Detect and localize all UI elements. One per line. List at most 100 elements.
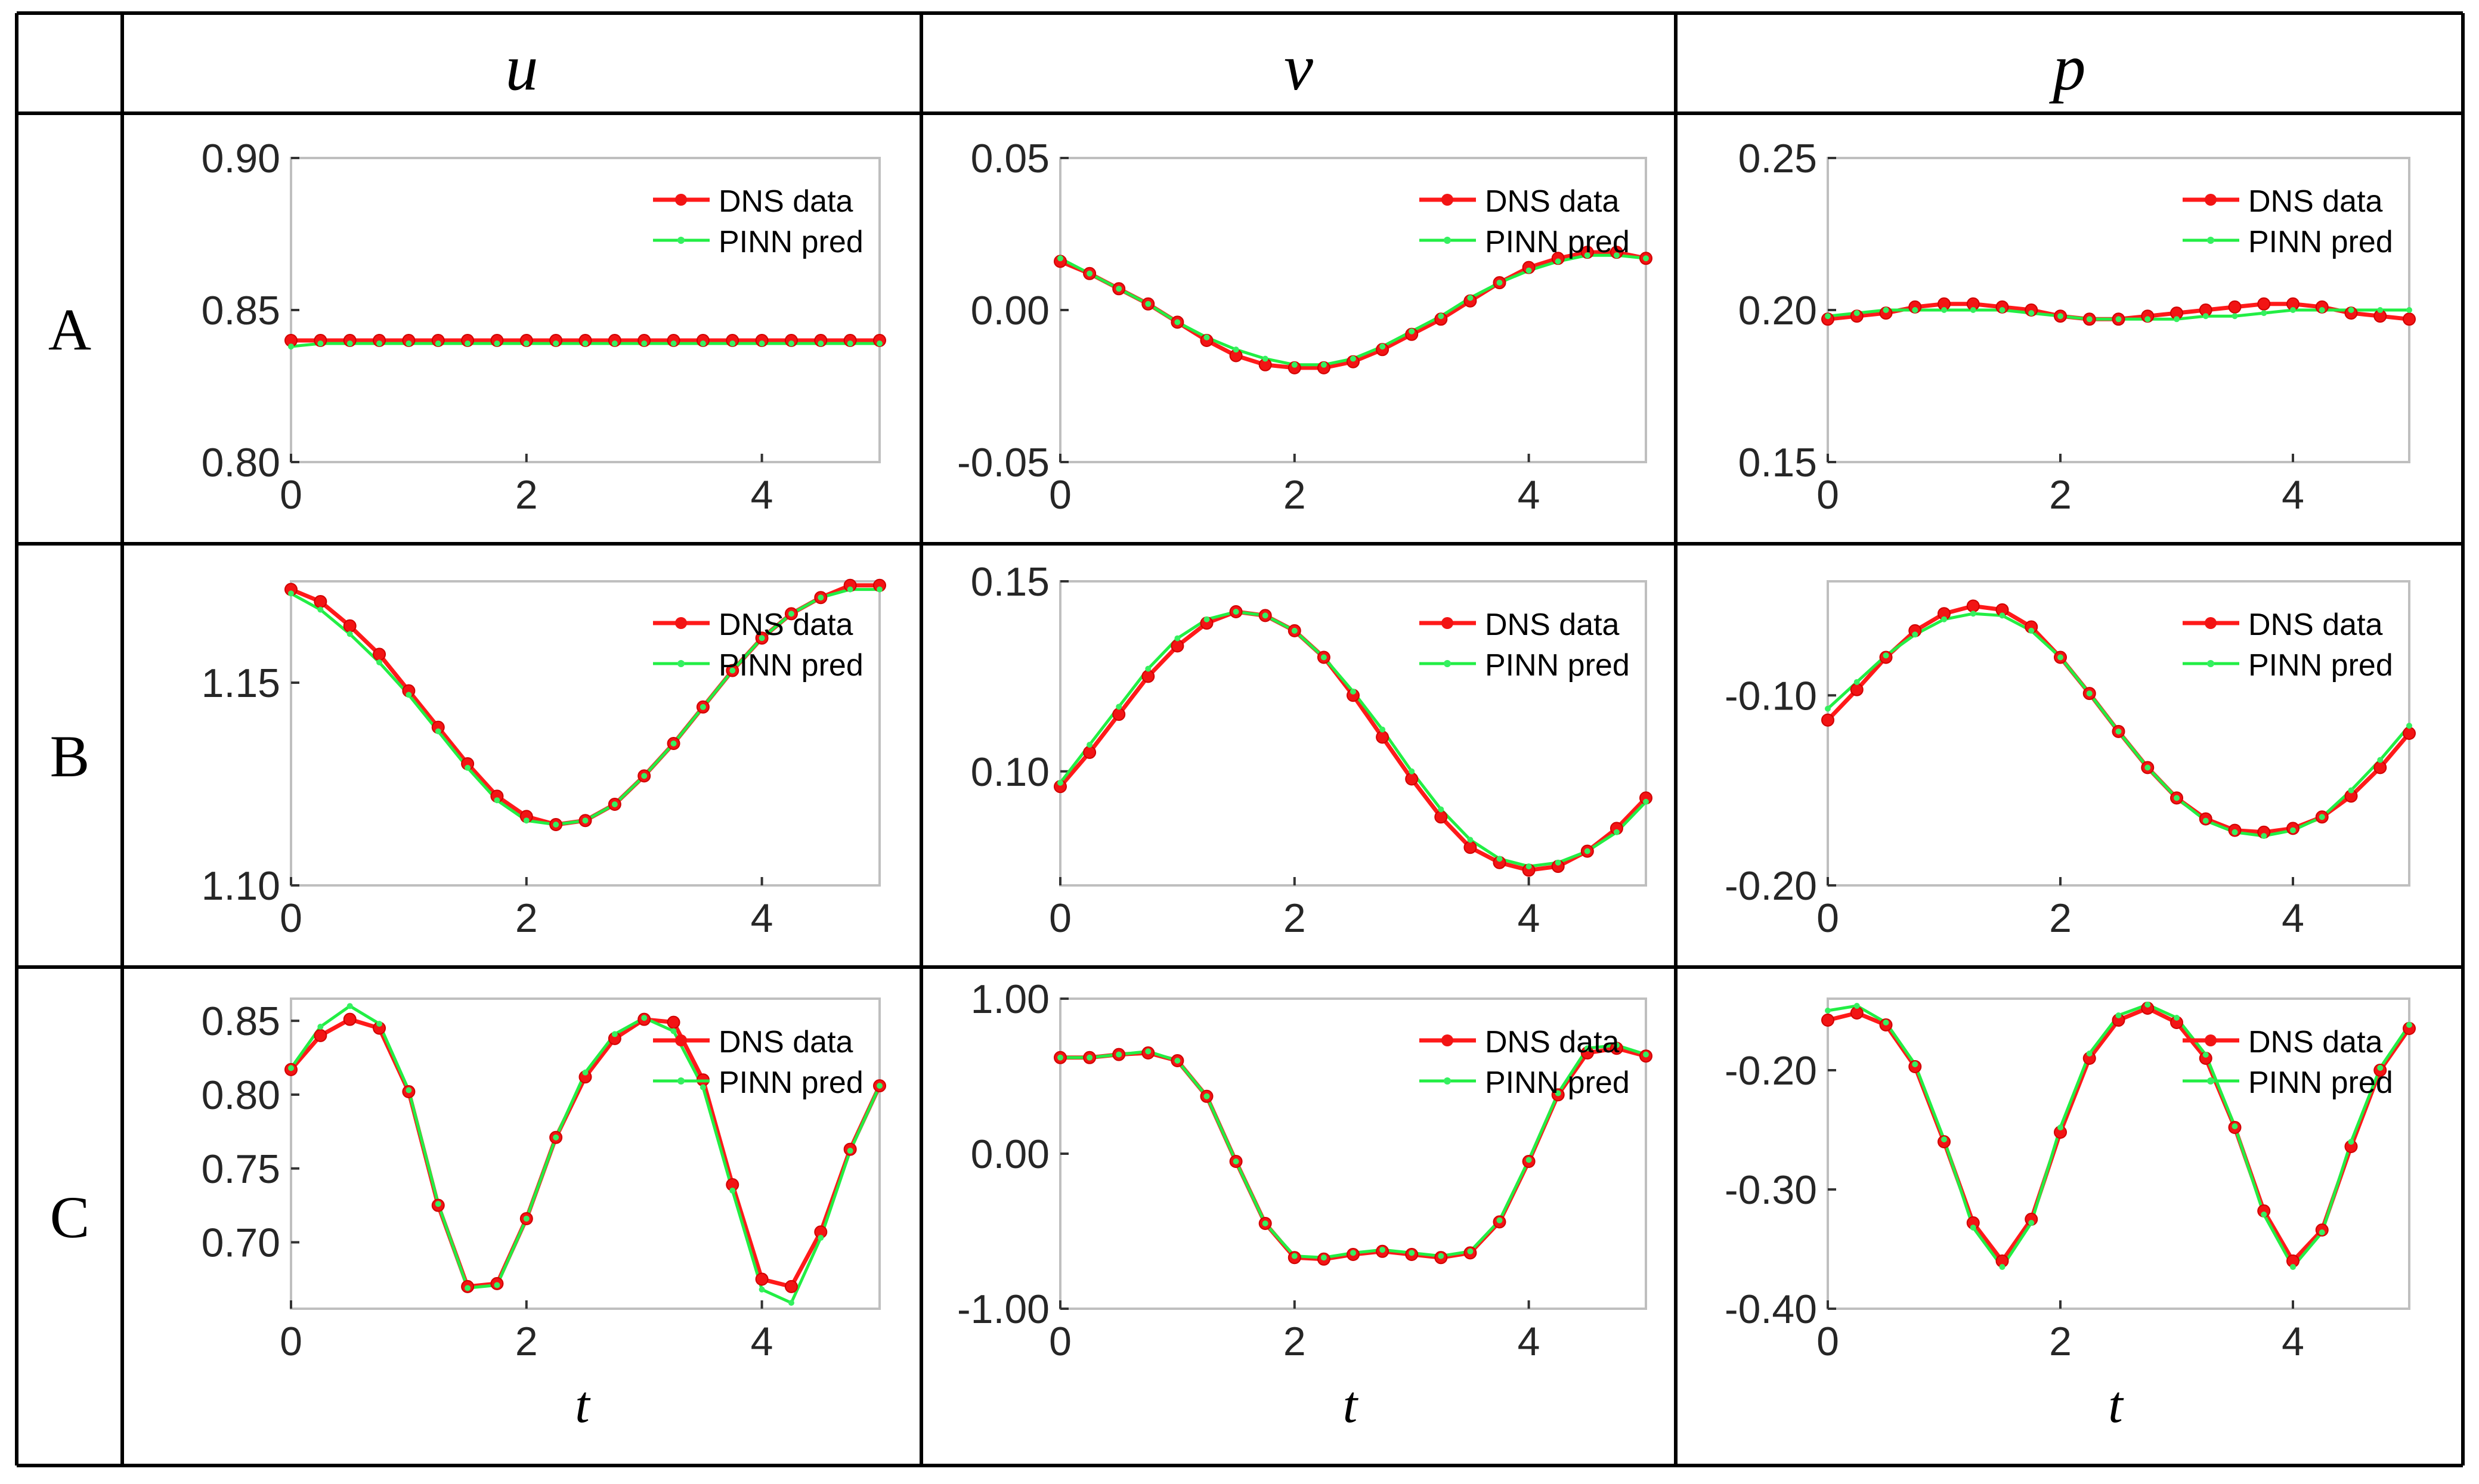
chart-C-p: 0 2 4 -0.20 -0.30 -0.40 DNS data PINN pred t <box>1725 997 2416 1434</box>
y-tick-label: 0.85 <box>202 999 280 1044</box>
x-tick-label: 2 <box>1283 1319 1306 1364</box>
x-tick-label: 4 <box>1518 472 1540 518</box>
row-label-C: C <box>50 1184 90 1250</box>
dns-point <box>2257 297 2271 311</box>
legend-label-dns: DNS data <box>719 184 853 219</box>
pinn-point <box>1853 679 1860 685</box>
legend-label-pinn: PINN pred <box>719 225 864 259</box>
legend-label-dns: DNS data <box>2248 184 2383 219</box>
x-tick-label: 0 <box>1049 1319 1072 1364</box>
pinn-point <box>2202 1052 2209 1058</box>
y-tick-label: -1.00 <box>957 1287 1050 1332</box>
pinn-point <box>1438 313 1444 320</box>
y-tick-label: -0.20 <box>1725 863 1817 909</box>
pinn-point <box>317 340 324 347</box>
pinn-point <box>2406 1022 2412 1028</box>
pinn-point <box>2144 764 2151 771</box>
pinn-point <box>2115 1012 2122 1018</box>
pinn-point <box>1057 255 1063 262</box>
x-tick-label: 2 <box>2049 472 2072 518</box>
dns-point <box>2373 761 2387 774</box>
x-tick-label: 2 <box>515 472 538 518</box>
pinn-point <box>2261 310 2267 317</box>
pinn-point <box>1825 705 1831 712</box>
legend: DNS data PINN pred <box>1419 608 1630 683</box>
pinn-point <box>1941 1136 1947 1142</box>
pinn-point <box>2057 1124 2063 1130</box>
pinn-point <box>376 340 383 347</box>
pinn-point <box>2086 1051 2093 1057</box>
legend-label-dns: DNS data <box>719 608 853 642</box>
row-label-B: B <box>50 723 90 789</box>
pinn-point <box>582 817 589 824</box>
pinn-point <box>1057 779 1063 786</box>
legend-label-dns: DNS data <box>1485 1025 1620 1059</box>
pinn-point <box>346 1003 353 1009</box>
plot-area <box>290 997 881 1310</box>
pinn-point <box>2290 1264 2296 1270</box>
pinn-point <box>1116 286 1122 292</box>
legend-marker-pinn <box>677 1077 685 1085</box>
legend: DNS data PINN pred <box>653 1025 864 1100</box>
pinn-point <box>2261 1212 2267 1217</box>
pinn-point <box>2290 827 2296 834</box>
pinn-point <box>847 1148 853 1154</box>
pinn-point <box>2319 1229 2325 1235</box>
y-tick-label: 0.80 <box>202 440 280 485</box>
pinn-point <box>1941 307 1947 313</box>
pinn-point <box>1584 1045 1590 1052</box>
y-tick-label: 0.90 <box>202 136 280 181</box>
pinn-point <box>553 340 559 347</box>
legend-label-dns: DNS data <box>1485 608 1620 642</box>
pinn-point <box>670 1028 677 1034</box>
pinn-point <box>1174 1058 1181 1064</box>
y-tick-label: -0.20 <box>1725 1048 1817 1093</box>
pinn-point <box>435 1201 441 1207</box>
pinn-point <box>1409 328 1415 334</box>
plot-area <box>1059 580 1647 887</box>
x-tick-label: 2 <box>1283 472 1306 518</box>
pinn-point <box>1145 665 1152 672</box>
pinn-point <box>1116 704 1122 710</box>
legend: DNS data PINN pred <box>2183 184 2393 259</box>
legend-label-dns: DNS data <box>1485 184 1620 219</box>
pinn-point <box>1291 1253 1298 1259</box>
y-tick-label: 0.80 <box>202 1073 280 1118</box>
pinn-point <box>553 1134 559 1141</box>
y-tick-label: 0.25 <box>1738 136 1817 181</box>
pinn-point <box>523 1215 530 1222</box>
pinn-point <box>611 340 618 347</box>
x-tick-label: 2 <box>2049 1319 2072 1364</box>
pinn-point <box>582 340 589 347</box>
pinn-point <box>406 340 412 347</box>
pinn-point <box>2086 316 2093 323</box>
pinn-point <box>2086 690 2093 697</box>
pinn-point <box>2057 313 2063 320</box>
pinn-point <box>406 1087 412 1093</box>
dns-point <box>1083 745 1097 759</box>
pinn-point <box>877 586 883 593</box>
legend-marker-pinn <box>1444 237 1451 244</box>
pinn-point <box>818 1235 824 1241</box>
legend-marker-pinn <box>2207 660 2214 667</box>
pinn-point <box>1409 768 1415 774</box>
legend-label-pinn: PINN pred <box>2248 648 2393 683</box>
pinn-point <box>1825 313 1831 320</box>
pinn-point <box>582 1069 589 1076</box>
pinn-point <box>1912 631 1918 638</box>
pinn-point <box>1883 652 1889 659</box>
dns-point <box>667 1015 680 1029</box>
chart-B-u: 0 2 4 1.10 1.15 DNS data PINN pred <box>202 578 886 941</box>
legend-label-pinn: PINN pred <box>1485 1065 1630 1100</box>
x-tick-label: 0 <box>1816 472 1839 518</box>
pinn-point <box>1555 859 1561 866</box>
legend-label-dns: DNS data <box>2248 608 2383 642</box>
plot-area <box>290 580 881 887</box>
pinn-point <box>317 606 324 613</box>
pinn-point <box>1320 1254 1327 1261</box>
pinn-point <box>670 340 677 347</box>
dns-point <box>1112 708 1126 721</box>
pinn-point <box>1999 612 2006 619</box>
pinn-point <box>346 631 353 637</box>
legend-marker-dns <box>1441 617 1453 629</box>
